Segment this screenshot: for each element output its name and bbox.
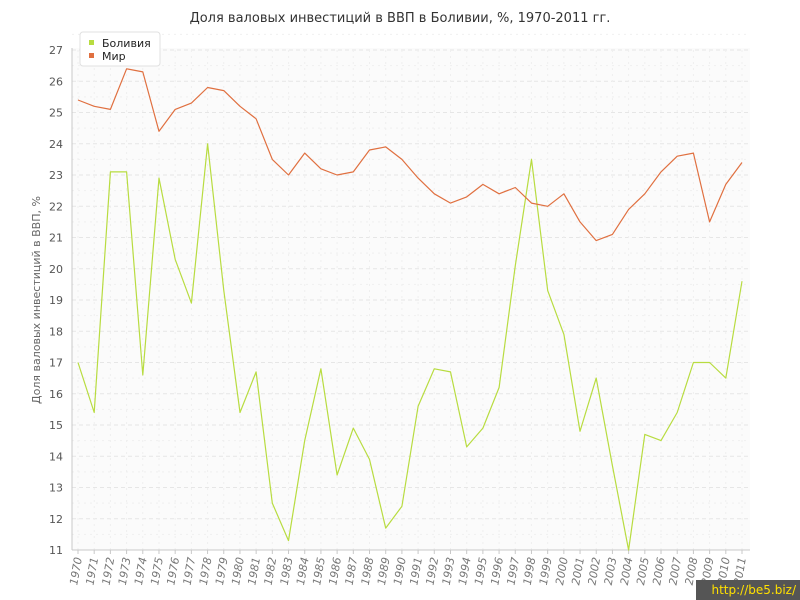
x-tick-label: 2004 (618, 556, 636, 586)
x-tick-label: 1974 (132, 556, 150, 586)
y-tick-label: 12 (49, 513, 63, 526)
x-tick-label: 2011 (731, 556, 749, 586)
y-tick-label: 25 (49, 107, 63, 120)
x-tick-label: 2006 (650, 556, 668, 586)
x-tick-label: 1983 (278, 556, 296, 586)
series-line-world (77, 68, 743, 242)
y-tick-label: 19 (49, 294, 63, 307)
x-tick-label: 1985 (310, 556, 328, 586)
y-tick-label: 23 (49, 169, 63, 182)
y-tick-label: 13 (49, 482, 63, 495)
x-tick-label: 1973 (116, 556, 134, 586)
x-tick-label: 1997 (505, 556, 523, 586)
legend-label-world: Мир (102, 50, 126, 63)
y-tick-label: 20 (49, 263, 63, 276)
y-tick-label: 27 (49, 44, 63, 57)
x-tick-label: 2010 (715, 556, 733, 586)
legend-swatch-world (89, 53, 94, 58)
x-tick-label: 1999 (537, 556, 555, 586)
x-tick-label: 1988 (359, 556, 377, 586)
x-tick-label: 2003 (602, 556, 620, 586)
x-tick-label: 1991 (407, 556, 425, 586)
x-tick-label: 1989 (375, 556, 393, 586)
series-line-bolivia (77, 143, 743, 551)
x-tick-label: 2007 (667, 556, 685, 586)
y-tick-label: 15 (49, 419, 63, 432)
y-tick-label: 11 (49, 544, 63, 557)
x-tick-label: 2002 (586, 556, 604, 586)
x-tick-label: 1971 (83, 556, 101, 586)
x-tick-label: 2005 (634, 556, 652, 586)
y-tick-label: 22 (49, 200, 63, 213)
x-tick-label: 1977 (181, 556, 199, 586)
watermark: http://be5.biz/ (696, 580, 800, 600)
y-tick-label: 21 (49, 232, 63, 245)
x-tick-label: 2008 (683, 556, 701, 586)
plot-area (72, 48, 750, 550)
x-tick-label: 1995 (472, 556, 490, 586)
y-tick-label: 14 (49, 450, 63, 463)
legend-box (79, 31, 161, 67)
x-tick-label: 1981 (245, 556, 263, 586)
y-tick-label: 17 (49, 357, 63, 370)
x-tick-label: 1998 (521, 556, 539, 586)
legend: Боливия Мир (79, 31, 161, 67)
x-tick-label: 1994 (456, 556, 474, 586)
chart-title: Доля валовых инвестиций в ВВП в Боливии,… (190, 11, 611, 26)
x-tick-label: 2001 (569, 556, 587, 586)
x-tick-label: 1984 (294, 556, 312, 586)
y-tick-label: 24 (49, 138, 63, 151)
x-tick-label: 1972 (100, 556, 118, 586)
x-tick-label: 1982 (262, 556, 280, 586)
x-tick-label: 1993 (440, 556, 458, 586)
legend-label-bolivia: Боливия (102, 37, 151, 50)
x-tick-label: 1976 (164, 556, 182, 586)
x-tick-label: 1980 (229, 556, 247, 586)
y-tick-label: 26 (49, 75, 63, 88)
x-tick-label: 1990 (391, 556, 409, 586)
x-tick-label: 1979 (213, 556, 231, 586)
x-tick-label: 1986 (326, 556, 344, 586)
y-axis-label: Доля валовых инвестиций в ВВП, % (30, 196, 43, 404)
x-tick-label: 1970 (67, 556, 85, 586)
x-tick-label: 1992 (424, 556, 442, 586)
x-tick-label: 1987 (343, 556, 361, 586)
x-tick-label: 2000 (553, 556, 571, 586)
legend-swatch-bolivia (89, 40, 94, 45)
y-tick-label: 18 (49, 325, 63, 338)
y-tick-label: 16 (49, 388, 63, 401)
x-tick-label: 1978 (197, 556, 215, 586)
x-tick-label: 1996 (488, 556, 506, 586)
x-tick-label: 1975 (148, 556, 166, 586)
x-tick-label: 2009 (699, 556, 717, 586)
